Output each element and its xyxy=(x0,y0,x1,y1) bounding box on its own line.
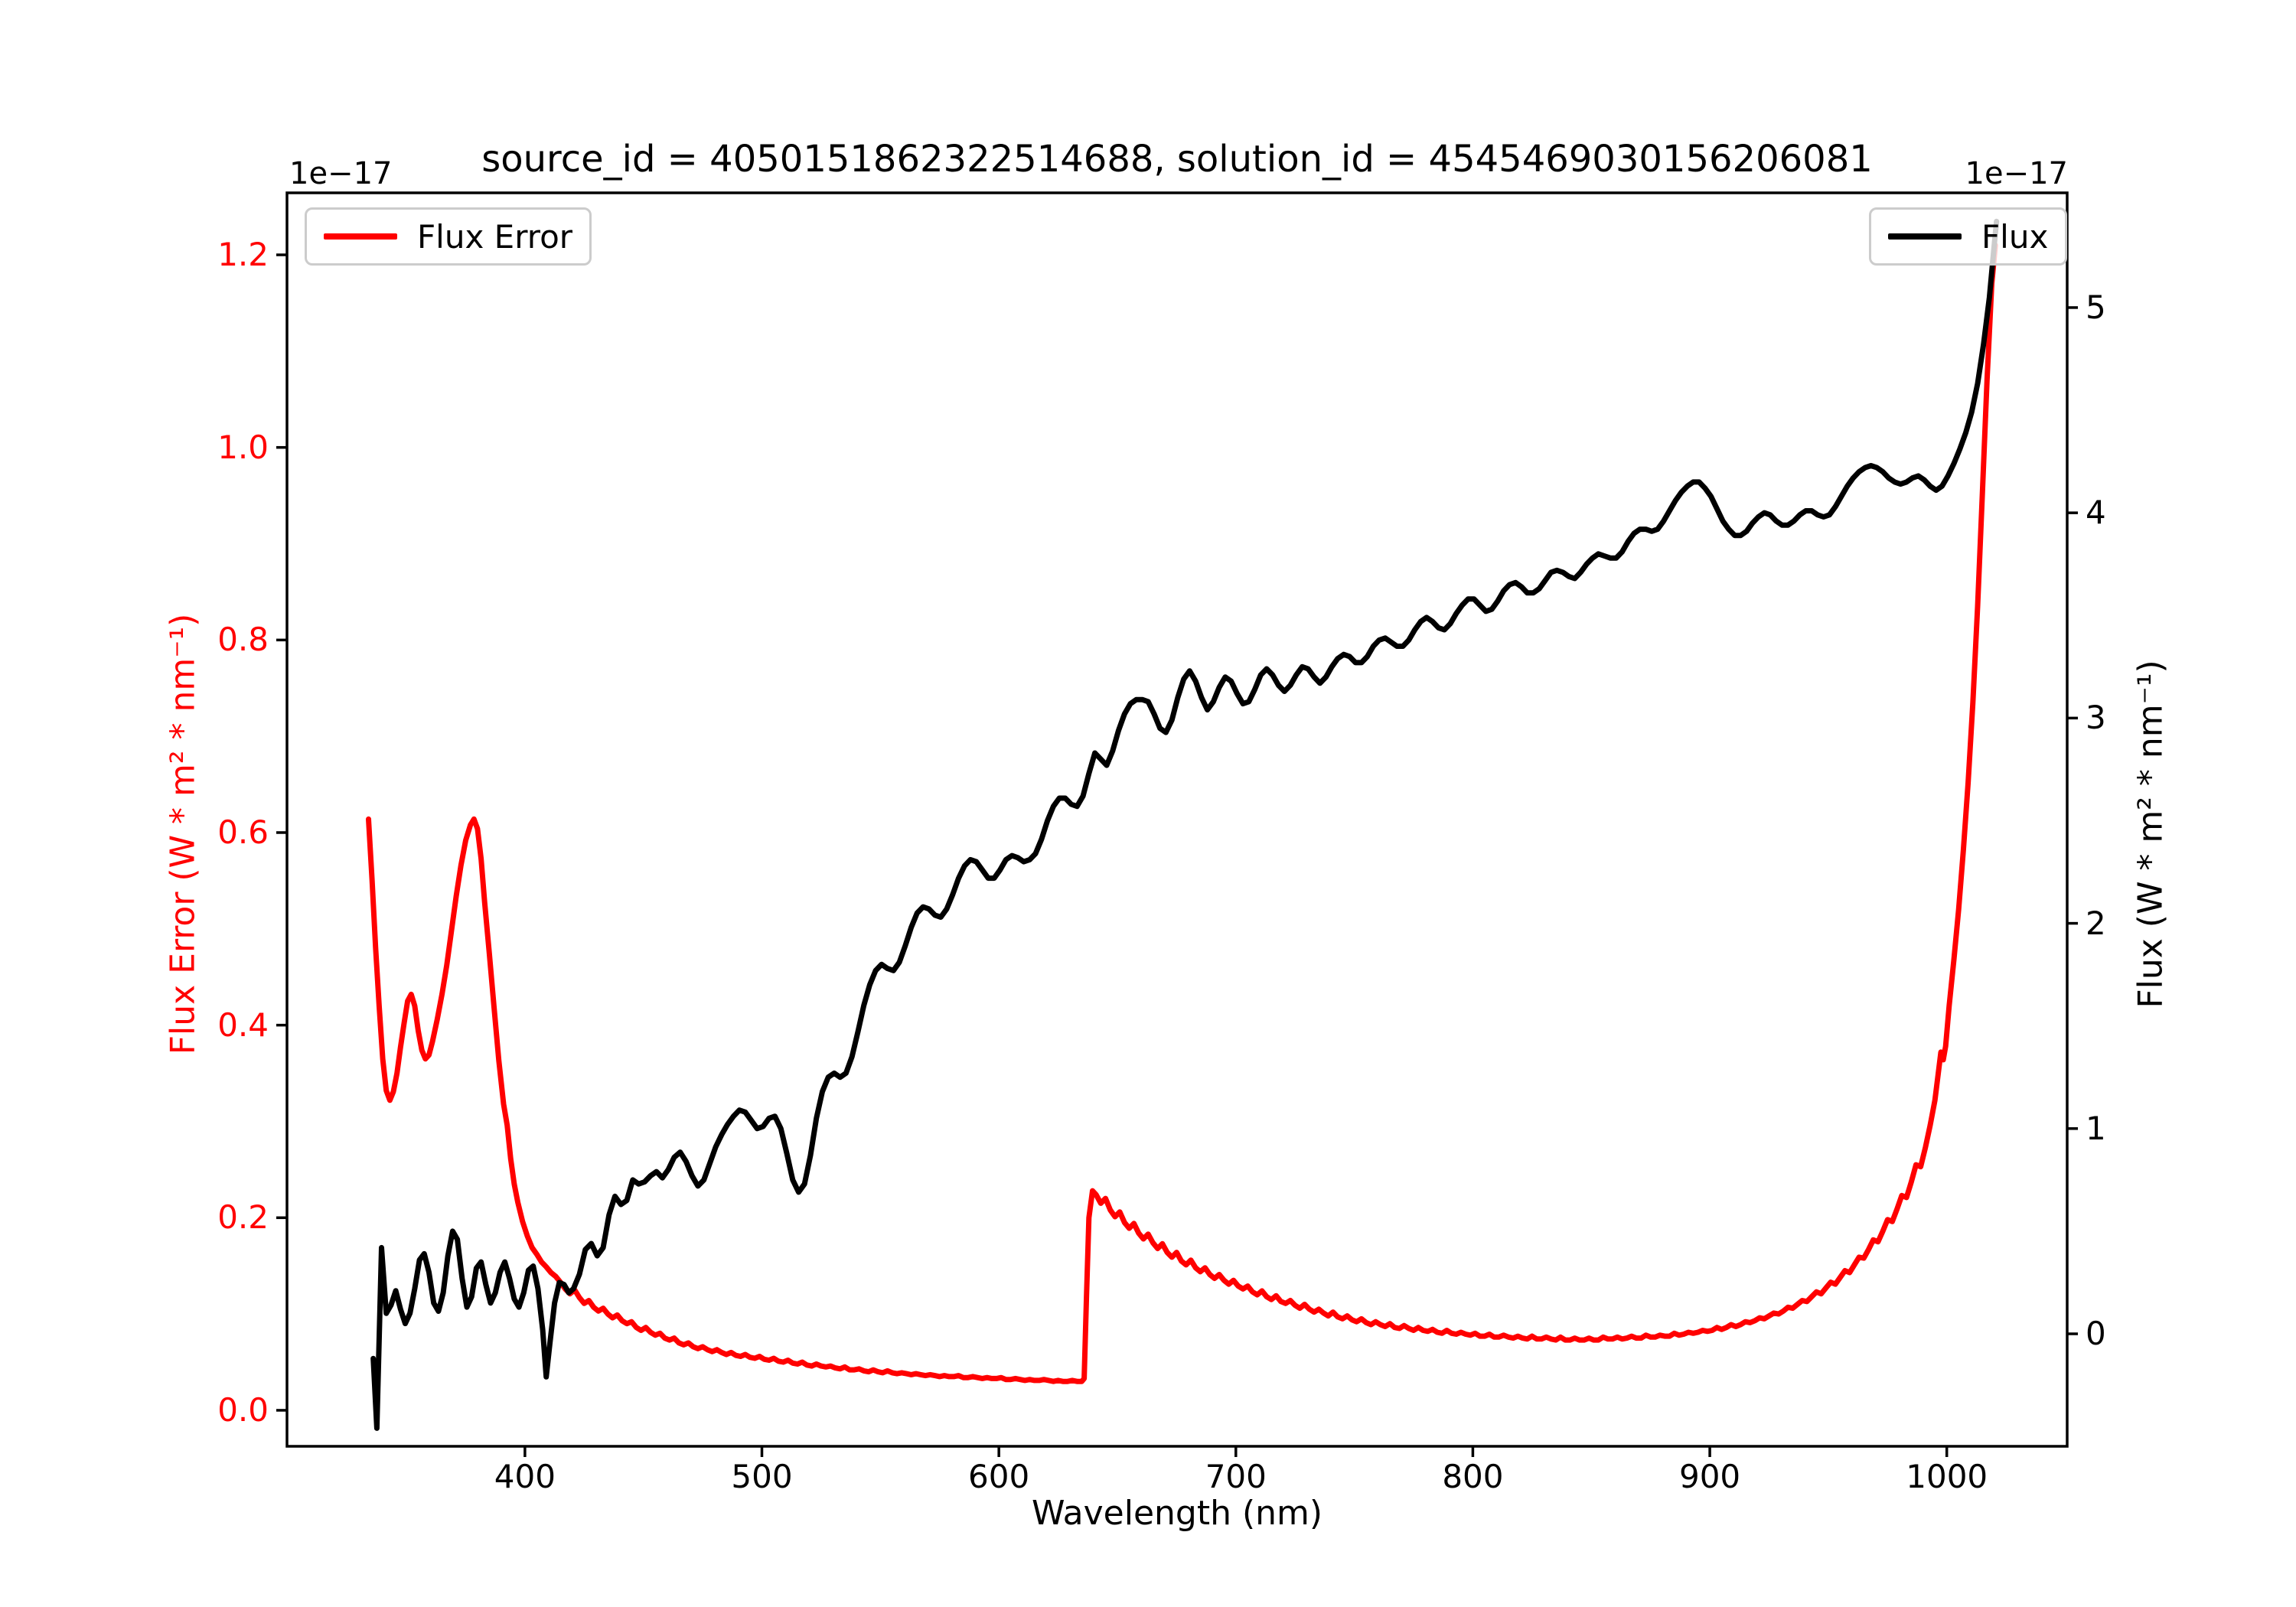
y-right-tick-label: 2 xyxy=(2086,904,2106,942)
x-tick-label: 600 xyxy=(968,1458,1030,1495)
right-axis-offset-text: 1e−17 xyxy=(1965,156,2068,191)
x-tick-label: 900 xyxy=(1678,1458,1741,1495)
x-tick-label: 1000 xyxy=(1906,1458,1988,1495)
x-tick-label: 700 xyxy=(1205,1458,1267,1495)
y-left-tick-label: 0.4 xyxy=(217,1006,269,1044)
y-right-tick-label: 5 xyxy=(2086,288,2106,326)
y-left-tick-label: 0.8 xyxy=(217,621,269,659)
legend-flux-label: Flux xyxy=(1981,217,2049,256)
y-right-tick-label: 3 xyxy=(2086,699,2106,737)
x-axis-label: Wavelength (nm) xyxy=(1031,1494,1323,1533)
legend-flux: Flux xyxy=(1869,207,2068,266)
y-left-tick-label: 1.2 xyxy=(217,236,269,274)
y-left-tick-label: 0.0 xyxy=(217,1390,269,1429)
legend-flux-error: Flux Error xyxy=(305,207,592,266)
left-axis-offset-text: 1e−17 xyxy=(289,156,393,191)
flux-error-legend-line-icon xyxy=(324,233,397,240)
y-left-tick-label: 1.0 xyxy=(217,428,269,466)
y-left-tick-label: 0.2 xyxy=(217,1198,269,1237)
axes-frame xyxy=(285,191,2069,1448)
x-tick-label: 400 xyxy=(494,1458,556,1495)
y-left-tick-label: 0.6 xyxy=(217,813,269,851)
flux-legend-line-icon xyxy=(1888,233,1962,240)
y-right-tick-label: 1 xyxy=(2086,1109,2106,1147)
chart-title: source_id = 4050151862322514688, solutio… xyxy=(481,138,1873,181)
y-right-tick-label: 0 xyxy=(2086,1315,2106,1353)
flux-line xyxy=(370,218,2000,1431)
legend-flux-error-label: Flux Error xyxy=(417,217,573,256)
x-tick-label: 500 xyxy=(731,1458,793,1495)
y-right-tick-label: 4 xyxy=(2086,494,2106,532)
x-tick-label: 800 xyxy=(1442,1458,1504,1495)
flux-error-line xyxy=(366,242,1998,1384)
